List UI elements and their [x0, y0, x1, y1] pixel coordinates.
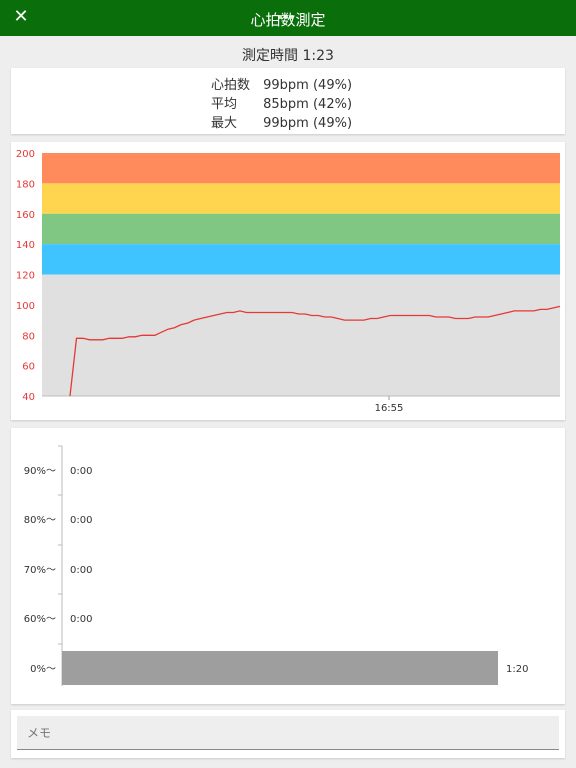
category-label: 90%〜: [24, 466, 56, 477]
y-tick-label: 40: [22, 392, 35, 403]
app-header: ✕ 心拍数測定: [0, 0, 576, 36]
zone-bar: [62, 651, 498, 685]
stats-value: 99bpm (49%): [263, 78, 353, 93]
y-tick-label: 180: [16, 179, 35, 190]
heart-rate-zone-band: [42, 153, 560, 184]
bar-value-label: 0:00: [70, 466, 92, 477]
stats-row-max: 最大 99bpm (49%): [211, 112, 352, 131]
memo-input[interactable]: [17, 716, 559, 750]
page-title: 心拍数測定: [250, 11, 326, 29]
category-label: 80%〜: [24, 515, 56, 526]
x-tick-label: 16:55: [375, 403, 404, 414]
heart-rate-zone-band: [42, 213, 560, 245]
y-tick-label: 140: [16, 240, 35, 251]
y-tick-label: 200: [16, 149, 35, 160]
measurement-duration: 測定時間 1:23: [242, 48, 334, 64]
close-icon[interactable]: ✕: [13, 6, 29, 27]
stats-label: 平均: [211, 97, 238, 112]
heart-rate-chart: 200 180 160 140 120 100 80 60 40 16:55: [11, 142, 565, 420]
zone-time-chart-svg: 90%〜 0:00 80%〜 0:00 70%〜 0:00 60%〜 0:00 0%〜 1:20: [24, 445, 528, 686]
y-tick-label: 120: [16, 271, 35, 282]
bar-value-label: 0:00: [70, 614, 92, 625]
heart-rate-zone-band: [42, 183, 560, 214]
stats-value: 99bpm (49%): [263, 116, 353, 131]
category-label: 60%〜: [24, 614, 56, 625]
stats-card: 心拍数 99bpm (49%) 平均 85bpm (42%) 最大 99bpm …: [11, 68, 565, 134]
y-tick-label: 60: [22, 362, 35, 373]
bar-value-label: 0:00: [70, 565, 92, 576]
drag-handle: [278, 4, 296, 23]
bar-value-label: 1:20: [506, 664, 528, 675]
stats-row-average: 平均 85bpm (42%): [211, 93, 352, 112]
heart-rate-line: [69, 305, 561, 397]
y-tick-label: 100: [16, 301, 35, 312]
stats-value: 85bpm (42%): [263, 97, 353, 112]
heart-rate-zone-band: [42, 244, 560, 275]
category-label: 70%〜: [24, 565, 56, 576]
zone-time-chart: 90%〜 0:00 80%〜 0:00 70%〜 0:00 60%〜 0:00 0%〜 1:20: [11, 428, 565, 704]
heart-rate-zone-band: [42, 274, 560, 396]
stats-label: 心拍数: [211, 78, 251, 93]
y-tick-label: 160: [16, 210, 35, 221]
category-label: 0%〜: [30, 664, 56, 675]
bar-value-label: 0:00: [70, 515, 92, 526]
stats-label: 最大: [211, 116, 238, 131]
y-tick-label: 80: [22, 331, 35, 342]
heart-rate-chart-svg: 200 180 160 140 120 100 80 60 40 16:55: [16, 149, 561, 414]
stats-row-current: 心拍数 99bpm (49%): [211, 74, 352, 93]
memo-card: [11, 710, 565, 758]
